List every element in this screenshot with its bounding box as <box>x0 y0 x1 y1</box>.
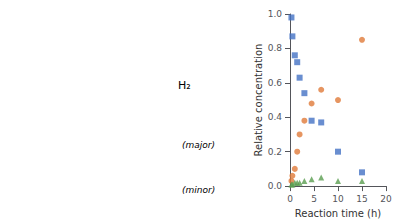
svg-text:0.6: 0.6 <box>268 78 283 88</box>
svg-text:10: 10 <box>332 194 344 204</box>
svg-text:20: 20 <box>380 194 392 204</box>
svg-text:(major): (major) <box>182 140 215 150</box>
svg-text:15: 15 <box>356 194 367 204</box>
svg-text:5: 5 <box>311 194 317 204</box>
svg-text:H₂: H₂ <box>178 79 191 92</box>
svg-text:Reaction time (h): Reaction time (h) <box>295 208 382 219</box>
svg-text:Relative concentration: Relative concentration <box>253 44 264 157</box>
svg-text:0.2: 0.2 <box>268 147 282 157</box>
svg-text:0: 0 <box>287 194 293 204</box>
svg-text:0.8: 0.8 <box>268 43 283 53</box>
svg-text:1.0: 1.0 <box>268 9 283 19</box>
svg-text:(minor): (minor) <box>182 185 215 195</box>
svg-text:0.4: 0.4 <box>268 112 283 122</box>
svg-text:0.0: 0.0 <box>268 181 283 191</box>
